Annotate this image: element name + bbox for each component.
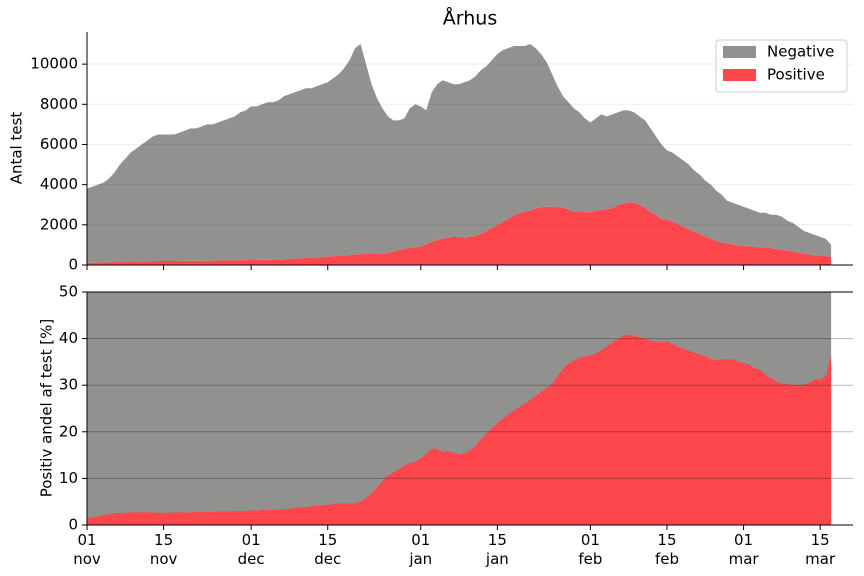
x-tick-label-line: 15 — [154, 531, 173, 549]
x-tick-label-line: 01 — [734, 531, 753, 549]
y-tick-label: 6000 — [40, 135, 78, 153]
legend-swatch — [723, 46, 756, 58]
x-tick-label-line: feb — [578, 550, 602, 568]
x-tick-label-line: nov — [150, 550, 178, 568]
y-tick-label: 40 — [59, 329, 78, 347]
x-tick-label-line: 01 — [581, 531, 600, 549]
x-tick-label-line: 15 — [488, 531, 507, 549]
legend-label: Positive — [767, 66, 825, 84]
x-tick-label-line: dec — [238, 550, 265, 568]
x-tick-label: 01 mar — [729, 531, 760, 568]
x-tick-label-line: 01 — [242, 531, 261, 549]
x-tick-label-line: nov — [73, 550, 101, 568]
x-tick-label: 15 dec — [314, 531, 341, 568]
y-tick-label: 8000 — [40, 95, 78, 113]
x-tick-label-line: 15 — [657, 531, 676, 549]
x-tick-label-line: 01 — [77, 531, 96, 549]
x-tick-label: 15 mar — [805, 531, 836, 568]
x-tick-label: 15 jan — [485, 531, 509, 568]
chart-title: Århus — [443, 7, 497, 30]
y-tick-label: 20 — [59, 422, 78, 440]
y-tick-label: 10 — [59, 469, 78, 487]
legend-label: Negative — [767, 43, 834, 61]
x-tick-label-line: jan — [485, 550, 509, 568]
x-tick-label: 01 dec — [238, 531, 265, 568]
x-tick-label-line: mar — [729, 550, 760, 568]
x-tick-label: 15 nov — [150, 531, 178, 568]
area — [87, 334, 832, 525]
x-tick-label: 01 nov — [73, 531, 101, 568]
y-tick-label: 0 — [68, 256, 78, 274]
x-tick-label-line: feb — [655, 550, 679, 568]
area — [87, 202, 832, 265]
y-tick-label: 2000 — [40, 215, 78, 233]
area — [87, 44, 832, 263]
x-tick-label-line: dec — [314, 550, 341, 568]
y-tick-label: 0 — [68, 516, 78, 534]
x-tick-label-line: mar — [805, 550, 836, 568]
y-tick-label: 4000 — [40, 175, 78, 193]
y-tick-label: 50 — [59, 283, 78, 301]
x-tick-label-line: 01 — [411, 531, 430, 549]
y-tick-label: 30 — [59, 376, 78, 394]
y-axis-label: Positiv andel af test [%] — [38, 319, 56, 498]
x-tick-label: 01 jan — [408, 531, 432, 568]
x-tick-label-line: 15 — [318, 531, 337, 549]
y-axis-label: Antal test — [8, 112, 26, 185]
x-tick-label-line: 15 — [811, 531, 830, 549]
y-tick-label: 10000 — [30, 55, 78, 73]
x-tick-label: 15 feb — [655, 531, 679, 568]
legend-swatch — [723, 69, 756, 81]
x-tick-label-line: jan — [408, 550, 432, 568]
x-tick-label: 01 feb — [578, 531, 602, 568]
